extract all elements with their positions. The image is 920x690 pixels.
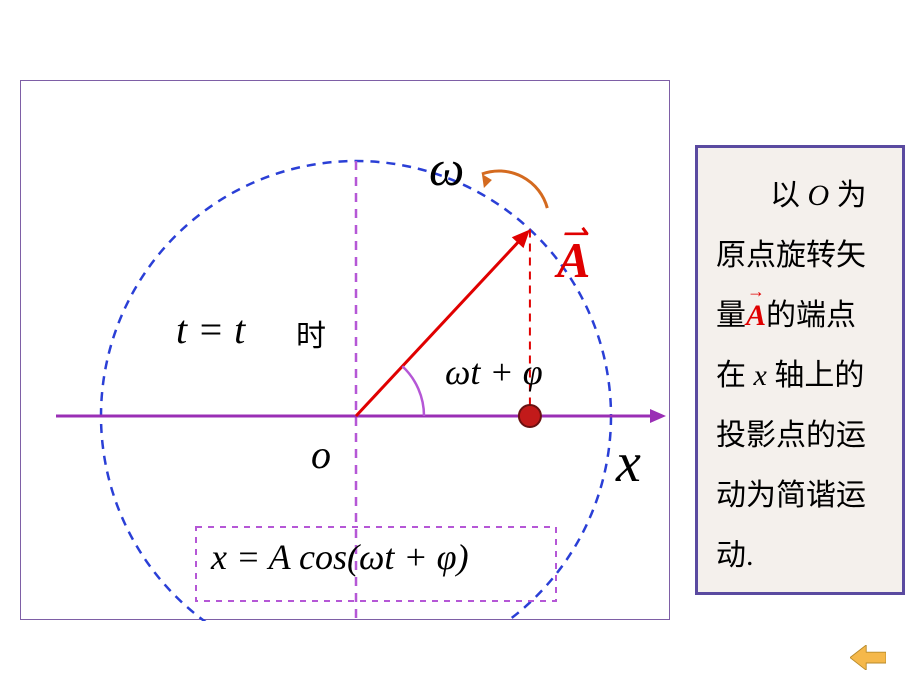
vector-letter-inline: A (746, 286, 766, 346)
label-x-axis: x (616, 431, 641, 495)
text-frag: 动. (716, 539, 754, 572)
text-frag: 动为简谐运 (716, 479, 866, 512)
text-frag: 量 (716, 299, 746, 332)
stage: ω A⇀ t = t 时 ωt + φ o x x = A cos(ωt + φ… (0, 0, 920, 690)
label-phase: ωt + φ (445, 351, 543, 393)
text-frag: 的端点 (766, 299, 856, 332)
arrow-left-icon (850, 645, 886, 670)
explanation-panel: 以 O 为 原点旋转矢 量A的端点 在 x 轴上的 投影点的运 动为简谐运 动. (695, 145, 905, 595)
label-time: t = t (176, 306, 245, 353)
text-frag: 原点旋转矢 (716, 239, 866, 272)
text-frag: 在 (716, 359, 754, 392)
diagram-frame: ω A⇀ t = t 时 ωt + φ o x x = A cos(ωt + φ… (20, 80, 670, 620)
prev-slide-button[interactable] (850, 645, 886, 675)
text-frag: 投影点的运 (716, 419, 866, 452)
text-frag: 以 (770, 179, 808, 212)
text-frag: 为 (837, 179, 867, 212)
label-time-suffix: 时 (296, 311, 326, 355)
explanation-text: 以 O 为 原点旋转矢 量A的端点 在 x 轴上的 投影点的运 动为简谐运 动. (698, 148, 902, 604)
label-omega: ω (429, 139, 464, 197)
label-vector-a: A⇀ (557, 231, 590, 289)
axis-letter: x (754, 359, 775, 392)
origin-letter: O (808, 179, 837, 212)
label-origin: o (311, 431, 331, 478)
text-frag: 轴上的 (774, 359, 864, 392)
label-formula: x = A cos(ωt + φ) (211, 536, 469, 578)
